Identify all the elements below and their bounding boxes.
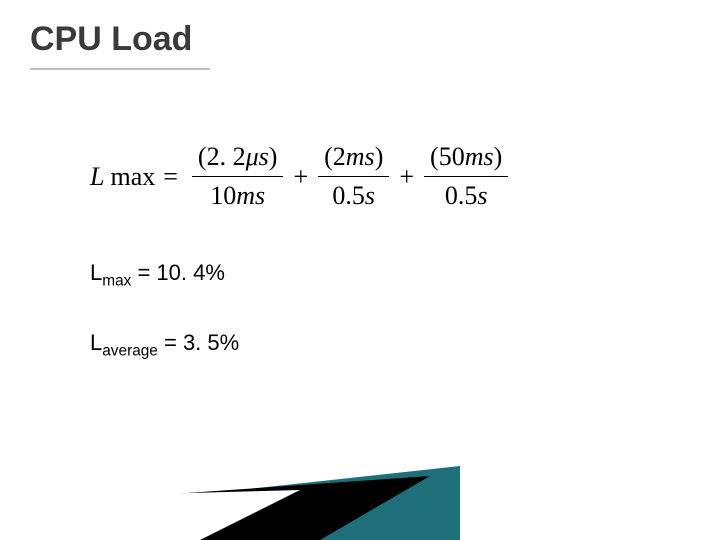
plus-sign-2: + [399,162,414,192]
lmax-value: = 10. 4% [131,260,225,285]
fraction-bar [318,176,389,177]
lavg-symbol: L [90,330,102,355]
page-title: CPU Load [30,20,192,59]
lmax-subscript: max [102,272,131,289]
term-2-numerator: (2ms) [318,140,389,174]
decorative-swoosh [0,420,460,540]
formula-term-1: (2. 2μs) 10ms [192,140,284,213]
formula-lhs-function: max [110,162,155,192]
formula-term-3: (50ms) 0.5s [424,140,508,213]
formula-term-2: (2ms) 0.5s [318,140,389,213]
term-2-denominator: 0.5s [326,179,381,213]
title-text: CPU Load [30,20,192,58]
lmax-result: Lmax = 10. 4% [90,260,225,290]
laverage-result: Laverage = 3. 5% [90,330,239,360]
term-3-numerator: (50ms) [424,140,508,174]
lavg-value: = 3. 5% [158,330,239,355]
lmax-formula: L max = (2. 2μs) 10ms + (2ms) 0.5s + (50… [90,140,514,213]
formula-lhs-variable: L [90,162,104,192]
term-1-numerator: (2. 2μs) [192,140,284,174]
term-3-denominator: 0.5s [439,179,494,213]
equals-sign: = [163,162,178,192]
title-underline [30,68,210,70]
fraction-bar [424,176,508,177]
fraction-bar [192,176,284,177]
plus-sign-1: + [293,162,308,192]
lmax-symbol: L [90,260,102,285]
lavg-subscript: average [102,342,158,359]
term-1-denominator: 10ms [204,179,271,213]
